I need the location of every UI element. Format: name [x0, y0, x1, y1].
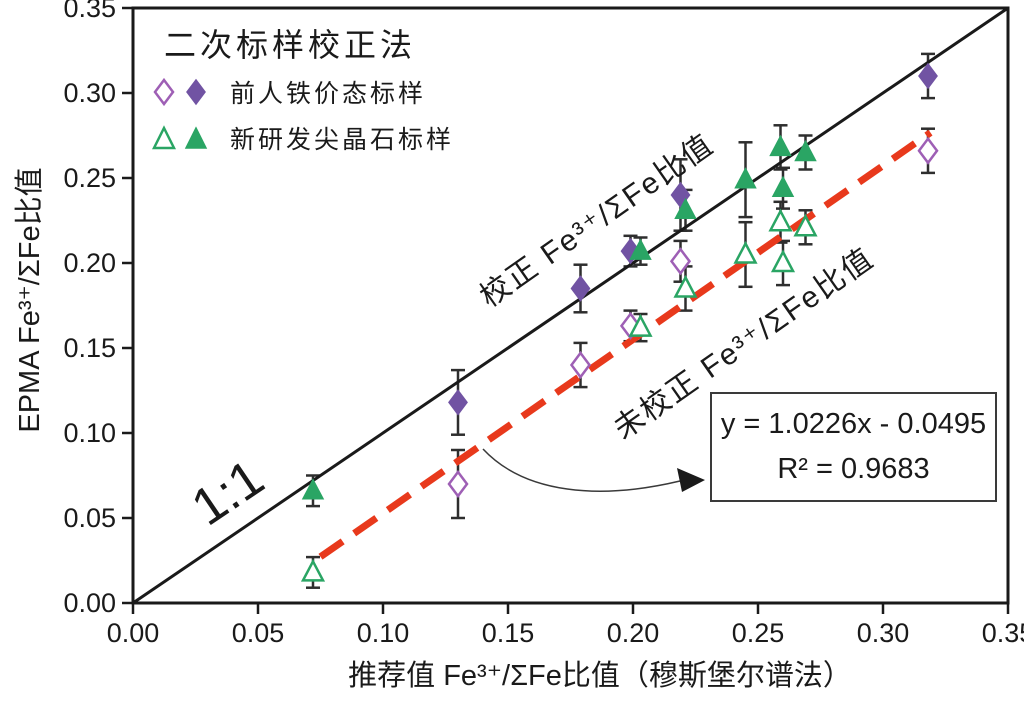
filled-triangle-icon	[184, 126, 208, 149]
legend-label: 前人铁价态标样	[230, 80, 427, 108]
y-tick-label: 0.20	[63, 248, 116, 278]
open-triangle-marker	[768, 208, 793, 232]
filled-diamond-marker	[448, 389, 468, 416]
y-tick-label: 0.25	[63, 163, 116, 193]
x-tick-label: 0.35	[982, 618, 1024, 648]
legend-item-previous-standards: 前人铁价态标样	[152, 74, 426, 110]
filled-triangle-marker	[674, 197, 697, 220]
filled-diamond-marker	[918, 62, 938, 90]
x-tick-label: 0.20	[607, 618, 660, 648]
open-triangle-icon	[152, 125, 177, 150]
open-diamond-marker	[917, 136, 939, 165]
equation-arrow	[482, 448, 681, 492]
x-tick-label: 0.15	[482, 618, 535, 648]
chart-title: 二次标样校正法	[164, 27, 417, 63]
x-tick-label: 0.25	[732, 618, 785, 648]
open-triangle-marker	[300, 558, 326, 582]
y-tick-label: 0.00	[63, 588, 116, 618]
triangle-markers-icon	[152, 125, 208, 150]
y-tick-label: 0.05	[63, 503, 116, 533]
filled-diamond-icon	[186, 78, 206, 106]
x-tick-label: 0.05	[232, 618, 285, 648]
open-diamond-marker	[447, 469, 469, 499]
diamond-markers-icon	[153, 77, 206, 107]
filled-triangle-marker	[734, 167, 757, 189]
filled-triangle-marker	[301, 478, 325, 500]
x-tick-label: 0.00	[107, 618, 160, 648]
open-triangle-marker	[628, 313, 653, 337]
regression-equation-box: y = 1.0226x - 0.0495 R² = 0.9683	[710, 392, 997, 502]
y-tick-label: 0.10	[63, 418, 116, 448]
open-triangle-marker	[733, 240, 758, 264]
legend-label: 新研发尖晶石标样	[230, 126, 455, 154]
open-triangle-marker	[673, 274, 698, 298]
legend-item-new-spinel-standards: 新研发尖晶石标样	[152, 120, 454, 156]
x-tick-label: 0.10	[357, 618, 410, 648]
one-to-one-line	[132, 6, 1009, 605]
x-tick-label: 0.30	[857, 618, 910, 648]
regression-r-squared: R² = 0.9683	[777, 453, 930, 485]
filled-triangle-marker	[769, 134, 792, 157]
x-axis-title: 推荐值 Fe³⁺/ΣFe比值（穆斯堡尔谱法）	[348, 660, 852, 692]
regression-line	[318, 129, 933, 560]
equation-arrowhead-icon	[677, 468, 705, 492]
y-axis-title: EPMA Fe³⁺/ΣFe比值	[14, 167, 46, 433]
filled-triangle-marker	[629, 238, 652, 260]
filled-triangle-marker	[794, 139, 817, 162]
y-tick-label: 0.15	[63, 333, 116, 363]
open-triangle-marker	[770, 249, 796, 273]
open-diamond-marker	[669, 247, 692, 276]
filled-diamond-marker	[570, 275, 591, 302]
regression-equation: y = 1.0226x - 0.0495	[720, 408, 987, 441]
open-diamond-marker	[569, 350, 592, 380]
y-tick-label: 0.35	[63, 0, 116, 23]
y-tick-label: 0.30	[63, 78, 116, 108]
open-diamond-icon	[153, 77, 175, 107]
open-triangle-marker	[793, 213, 818, 237]
filled-triangle-marker	[771, 175, 795, 197]
plot-border	[131, 6, 1010, 605]
